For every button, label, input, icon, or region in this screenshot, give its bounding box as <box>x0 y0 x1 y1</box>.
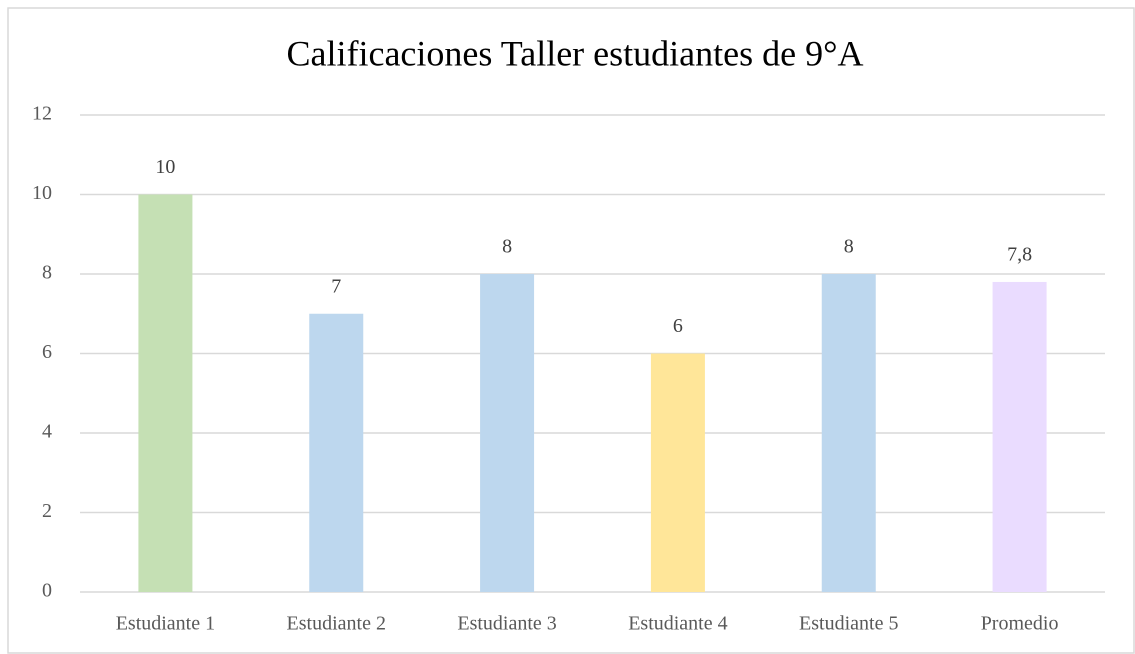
bar <box>992 281 1047 592</box>
x-tick-label: Estudiante 4 <box>628 613 727 635</box>
data-label: 10 <box>155 156 175 178</box>
data-label: 8 <box>502 236 512 258</box>
x-tick-label: Estudiante 2 <box>287 613 386 635</box>
y-tick-label: 12 <box>32 103 52 125</box>
data-label: 7,8 <box>1007 244 1032 266</box>
y-tick-label: 6 <box>42 341 52 363</box>
data-label: 6 <box>673 315 683 337</box>
y-tick-label: 0 <box>42 580 52 602</box>
chart-title: Calificaciones Taller estudiantes de 9°A <box>286 33 863 73</box>
bar <box>650 353 705 592</box>
bar <box>821 274 876 592</box>
y-tick-label: 4 <box>42 421 52 443</box>
data-label: 8 <box>844 236 854 258</box>
x-tick-label: Estudiante 5 <box>799 613 898 635</box>
bar <box>309 313 364 592</box>
y-tick-label: 2 <box>42 500 52 522</box>
bar <box>480 274 535 592</box>
bar <box>138 194 193 592</box>
data-label: 7 <box>331 275 341 297</box>
x-tick-label: Estudiante 1 <box>116 613 215 635</box>
y-tick-label: 8 <box>42 262 52 284</box>
y-tick-label: 10 <box>32 182 52 204</box>
x-tick-label: Estudiante 3 <box>457 613 556 635</box>
x-tick-label: Promedio <box>981 613 1059 635</box>
